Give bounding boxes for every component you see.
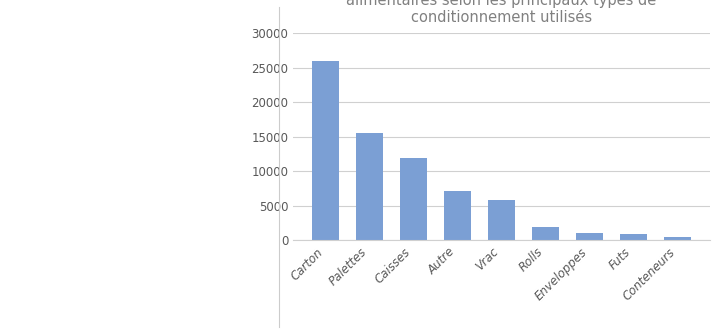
Bar [488, 200, 515, 240]
Bar [444, 191, 471, 240]
Title: Nombre d’opérations de produits
alimentaires selon les principaux types de
condi: Nombre d’opérations de produits alimenta… [346, 0, 657, 25]
Bar [356, 134, 382, 240]
Bar [400, 158, 426, 240]
Bar [312, 61, 339, 240]
Bar [664, 237, 691, 240]
Bar [576, 233, 602, 240]
Bar [620, 233, 647, 240]
Bar [532, 227, 559, 240]
